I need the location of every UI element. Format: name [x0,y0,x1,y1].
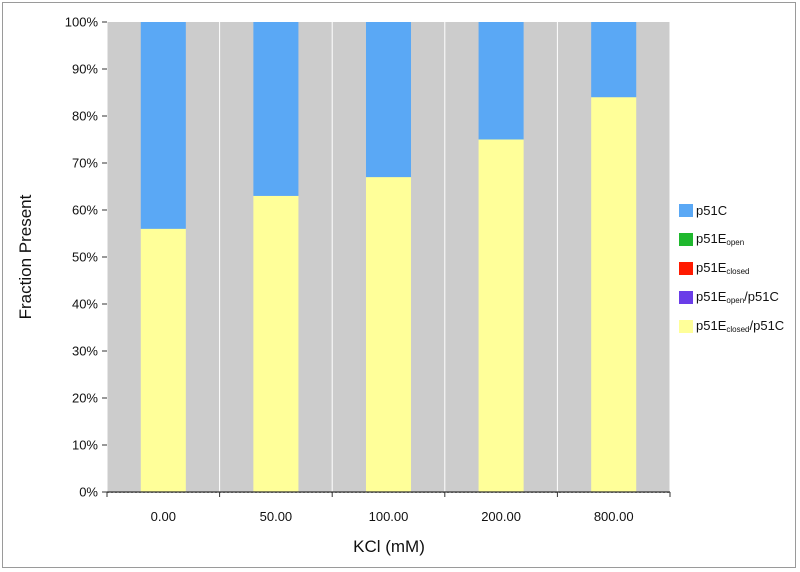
y-tick-label: 0% [79,485,98,500]
legend-label: p51Eclosed [696,260,750,276]
legend-swatch [679,290,693,304]
legend-label: p51Eclosed/p51C [696,318,785,334]
y-tick-label: 50% [72,250,98,265]
x-tick-label: 50.00 [260,509,293,524]
bar-segment-p51c [253,22,299,196]
bar-segment-p51c [478,22,524,140]
x-tick-label: 800.00 [594,509,634,524]
y-tick-label: 40% [72,297,98,312]
plot-area [106,22,671,493]
legend-item: p51Eopen [679,229,744,249]
legend-swatch [679,232,693,246]
legend-label: p51C [696,202,728,218]
bar-segment-p51c [140,22,186,229]
y-tick-label: 20% [72,391,98,406]
legend-item: p51Eopen/p51C [679,287,779,307]
legend-swatch [679,261,693,275]
bar-segment-p51eclosed-p51c [365,177,412,492]
bar-segment-p51eclosed-p51c [140,228,186,493]
bar-segment-p51eclosed-p51c [253,195,299,492]
x-tick-label: 100.00 [369,509,409,524]
y-tick-label: 100% [65,15,99,30]
y-tick-label: 10% [72,438,98,453]
legend-item: p51C [679,200,727,220]
y-tick-label: 80% [72,109,98,124]
x-axis-ticks: 0.00 50.00 100.00 200.00 800.00 [106,492,671,524]
bar-segment-p51c [591,22,637,98]
y-tick-label: 70% [72,156,98,171]
y-axis-ticks: 0% 10% 20% 30% 40% 50% 60% 70% 80% 90% 100% [65,15,107,500]
y-tick-label: 60% [72,203,98,218]
x-tick-label: 200.00 [481,509,521,524]
x-tick-label: 0.00 [151,509,176,524]
bar-segment-p51eclosed-p51c [478,139,524,492]
legend-label: p51Eopen/p51C [696,289,779,305]
legend-swatch [679,319,693,333]
y-axis-title: Fraction Present [16,194,35,319]
y-tick-label: 90% [72,62,98,77]
bar-segment-p51c [365,22,412,178]
y-tick-label: 30% [72,344,98,359]
bar-segment-p51eclosed-p51c [591,97,637,492]
legend-label: p51Eopen [696,231,745,247]
legend-swatch [679,203,693,217]
legend-item: p51Eclosed/p51C [679,316,784,336]
x-axis-title: KCl (mM) [353,537,425,556]
legend-item: p51Eclosed [679,258,750,278]
